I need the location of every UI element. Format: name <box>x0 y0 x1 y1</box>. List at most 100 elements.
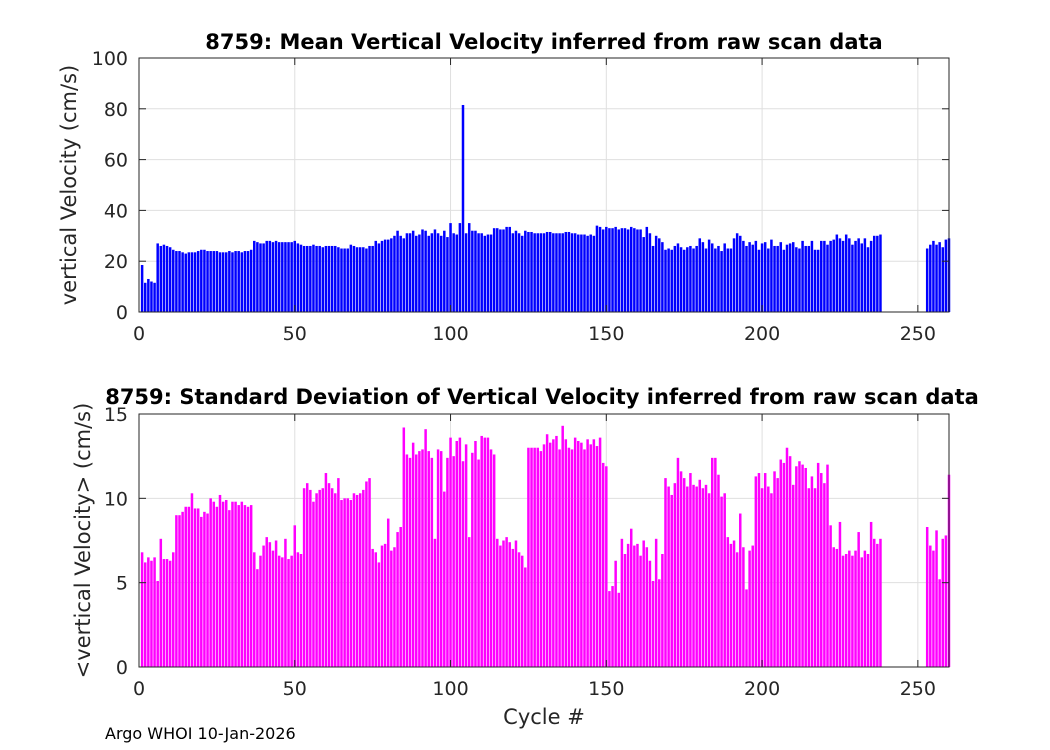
mean-bar <box>153 282 156 312</box>
std-bar <box>763 473 767 667</box>
mean-bar <box>262 243 265 312</box>
mean-bar <box>508 226 511 312</box>
mean-bar <box>710 243 714 312</box>
std-bar <box>243 505 247 667</box>
mean-bar <box>658 238 661 312</box>
mean-bar <box>623 228 627 312</box>
mean-bar <box>723 243 726 312</box>
mean-bar <box>829 240 832 312</box>
mean-bar <box>573 233 577 312</box>
std-bar <box>720 496 723 667</box>
std-bar <box>729 543 733 667</box>
mean-bar <box>196 251 200 312</box>
std-ytick-label: 10 <box>104 488 128 510</box>
mean-bar <box>583 234 586 312</box>
mean-bar <box>396 230 399 312</box>
std-bar <box>810 476 814 667</box>
mean-bar <box>203 249 206 312</box>
mean-bar <box>436 233 440 312</box>
mean-bar <box>763 242 767 312</box>
mean-bar <box>760 243 764 312</box>
std-velocity-title: 8759: Standard Deviation of Vertical Vel… <box>105 385 979 409</box>
mean-bar <box>318 245 321 312</box>
std-bar <box>143 562 147 667</box>
std-bar <box>190 493 194 667</box>
mean-bar <box>162 244 166 312</box>
mean-bar <box>165 245 169 312</box>
mean-bar <box>411 230 415 312</box>
mean-bar <box>471 230 474 312</box>
mean-bar <box>480 233 483 312</box>
std-bar <box>362 489 365 667</box>
mean-bar <box>577 234 580 312</box>
std-bar <box>661 553 664 667</box>
mean-bar <box>340 248 343 312</box>
std-bar <box>511 548 515 667</box>
mean-bar <box>212 251 216 312</box>
mean-bar <box>393 235 396 312</box>
std-bar <box>558 449 561 667</box>
std-bar <box>436 449 440 667</box>
mean-bar <box>732 238 736 312</box>
std-bar <box>751 545 754 667</box>
std-bar <box>583 449 586 667</box>
mean-bar <box>944 239 948 312</box>
std-bar <box>611 586 614 667</box>
std-bar <box>536 447 540 667</box>
std-bar <box>813 488 817 667</box>
mean-velocity-ticks: 0 50 100 150 200 250 0 20 40 60 80 100 <box>92 48 949 345</box>
std-bar <box>686 486 689 667</box>
std-bar <box>520 555 524 667</box>
std-bar <box>929 545 932 667</box>
mean-bar <box>386 239 390 312</box>
std-bar <box>393 547 396 667</box>
std-bar <box>723 493 726 667</box>
mean-bar <box>810 240 814 312</box>
std-bar <box>147 557 150 667</box>
std-bar <box>408 457 412 667</box>
mean-bar <box>720 251 723 312</box>
std-bar <box>153 557 156 667</box>
mean-bar <box>698 238 702 312</box>
mean-bar <box>284 242 287 312</box>
std-bar <box>636 543 639 667</box>
mean-bar <box>502 229 505 312</box>
std-bar <box>340 500 343 667</box>
mean-velocity-ylabel: vertical Velocity (cm/s) <box>57 65 81 305</box>
std-bar <box>471 452 474 667</box>
mean-bar <box>439 235 443 312</box>
std-bar <box>601 462 605 667</box>
mean-bar <box>259 243 262 312</box>
mean-bar <box>464 233 468 312</box>
std-bar <box>184 506 187 667</box>
std-bar <box>564 439 568 667</box>
mean-bar <box>362 247 365 312</box>
mean-bar <box>312 244 315 312</box>
std-bar <box>262 545 265 667</box>
std-bar <box>496 538 499 667</box>
mean-bar <box>249 249 253 312</box>
mean-xtick-label: 100 <box>432 323 468 345</box>
std-bar <box>876 543 879 667</box>
std-bar <box>464 444 468 667</box>
std-bar <box>212 501 216 667</box>
std-bar <box>651 580 655 667</box>
mean-bar <box>433 229 437 312</box>
std-bar <box>676 457 680 667</box>
mean-bar <box>707 239 711 312</box>
mean-bar <box>277 242 281 312</box>
std-bar <box>689 473 692 667</box>
std-bar <box>374 552 378 667</box>
std-ytick-label: 15 <box>104 404 128 426</box>
std-bar <box>726 537 730 667</box>
mean-bar <box>483 235 487 312</box>
std-bar <box>633 545 636 667</box>
std-bar <box>595 446 599 667</box>
mean-bar <box>748 242 751 312</box>
std-velocity-bars <box>140 425 951 667</box>
std-bar <box>692 484 695 667</box>
mean-bar <box>767 248 770 312</box>
mean-bar <box>617 229 621 312</box>
mean-bar <box>664 249 667 312</box>
mean-bar <box>330 245 334 312</box>
